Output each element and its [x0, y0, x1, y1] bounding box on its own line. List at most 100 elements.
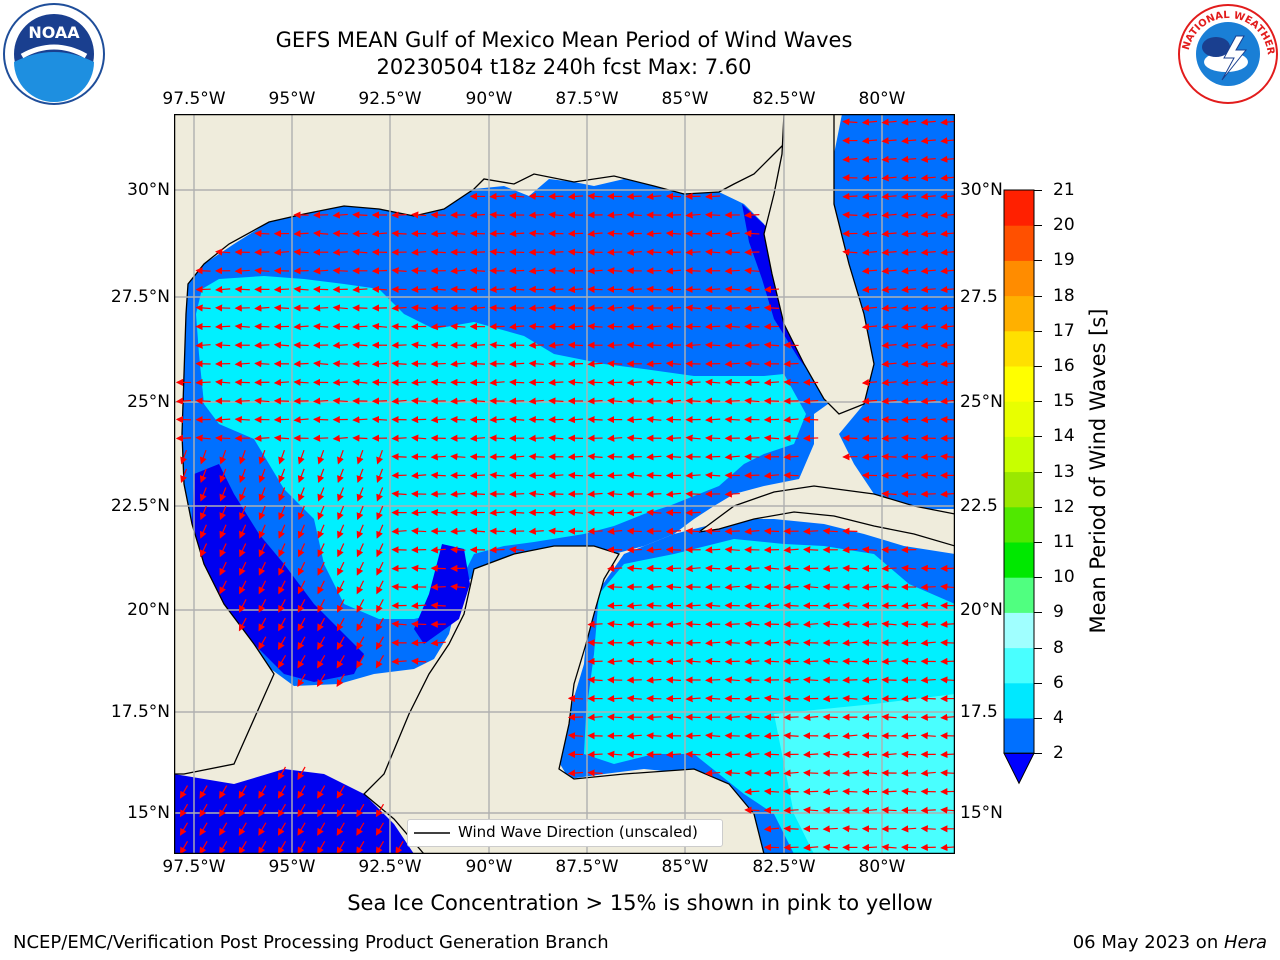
wind-wave-arrow	[175, 397, 192, 405]
wind-wave-arrow	[646, 546, 662, 554]
wind-wave-arrow	[278, 561, 286, 576]
wind-wave-arrow	[356, 487, 364, 502]
wind-wave-arrow	[215, 341, 231, 349]
wind-wave-arrow	[215, 378, 231, 386]
wind-wave-arrow	[763, 639, 780, 647]
wind-wave-arrow	[607, 750, 623, 758]
wind-wave-arrow	[861, 174, 878, 182]
wind-wave-arrow	[587, 285, 603, 293]
wind-wave-arrow	[317, 524, 325, 539]
wind-wave-arrow	[430, 248, 446, 256]
wind-wave-arrow	[489, 211, 505, 219]
wind-wave-arrow	[783, 713, 799, 721]
wind-wave-arrow	[705, 564, 721, 572]
wind-wave-arrow	[411, 639, 427, 647]
wind-wave-arrow	[763, 434, 780, 442]
wind-wave-arrow	[724, 546, 740, 554]
wind-wave-arrow	[430, 323, 446, 331]
wind-wave-arrow	[352, 341, 368, 349]
wind-wave-arrow	[685, 490, 701, 498]
wind-wave-arrow	[450, 583, 466, 591]
wind-wave-arrow	[293, 323, 309, 331]
wind-wave-arrow	[861, 137, 878, 145]
wind-wave-arrow	[685, 397, 701, 405]
wind-wave-arrow	[744, 527, 760, 535]
wind-wave-arrow	[685, 564, 701, 573]
colorbar-tick-label: 8	[1053, 637, 1064, 658]
wind-wave-arrow	[665, 750, 682, 759]
wind-wave-arrow	[744, 695, 760, 703]
wind-wave-arrow	[195, 341, 211, 349]
colorbar-tick-label: 6	[1053, 672, 1064, 693]
wind-wave-arrow	[861, 285, 878, 294]
colorbar-tick-label: 17	[1053, 320, 1075, 341]
wind-wave-arrow	[881, 155, 897, 163]
wind-wave-arrow	[744, 267, 760, 275]
wind-wave-arrow	[822, 620, 838, 628]
wind-wave-arrow	[254, 267, 270, 275]
wind-wave-arrow	[430, 583, 446, 591]
wind-wave-arrow	[861, 639, 878, 647]
wind-wave-arrow	[940, 174, 955, 182]
wind-wave-arrow	[607, 583, 623, 591]
wind-wave-arrow	[881, 192, 897, 201]
colorbar-tick-mark	[1034, 718, 1042, 719]
wind-wave-arrow	[239, 505, 247, 521]
wind-wave-arrow	[763, 341, 780, 349]
wind-wave-arrow	[489, 471, 505, 479]
wind-wave-arrow	[371, 378, 388, 386]
wind-wave-arrow	[179, 785, 189, 799]
wind-wave-arrow	[509, 490, 525, 498]
colorbar-segment	[1004, 718, 1034, 754]
colorbar-tick-mark	[1034, 366, 1042, 367]
wind-wave-arrow	[705, 192, 721, 201]
wind-wave-arrow	[646, 415, 662, 424]
wind-wave-arrow	[783, 416, 799, 424]
wind-wave-arrow	[842, 211, 858, 219]
wind-wave-arrow	[567, 508, 584, 517]
wind-wave-arrow	[258, 505, 266, 521]
wind-wave-arrow	[920, 769, 936, 777]
wind-wave-arrow	[277, 785, 287, 799]
wind-wave-arrow	[239, 487, 246, 502]
chart-subtitle: 20230504 t18z 240h fcst Max: 7.60	[376, 55, 752, 79]
wind-wave-arrow	[317, 841, 326, 854]
wind-wave-arrow	[352, 211, 368, 219]
wind-wave-arrow	[881, 397, 897, 405]
wind-wave-arrow	[219, 580, 227, 595]
wind-wave-arrow	[195, 267, 211, 275]
footer-date-text: 06 May 2023 on	[1072, 932, 1224, 953]
lat-label-left: 17.5°N	[110, 702, 170, 722]
wind-wave-arrow	[567, 323, 584, 331]
wind-wave-arrow	[567, 192, 584, 201]
wind-wave-arrow	[430, 453, 446, 461]
wind-wave-arrow	[665, 657, 682, 666]
wind-wave-arrow	[337, 599, 345, 613]
wind-wave-arrow	[744, 620, 760, 628]
lon-label-bottom: 82.5°W	[752, 857, 816, 877]
wind-wave-arrow	[920, 323, 936, 331]
colorbar-tick-label: 21	[1053, 180, 1075, 200]
wind-wave-arrow	[587, 490, 603, 498]
wind-wave-arrow	[254, 229, 270, 238]
wind-wave-arrow	[861, 843, 878, 852]
legend-line-icon	[414, 832, 450, 834]
wind-wave-arrow	[278, 487, 286, 502]
lon-label-top: 97.5°W	[162, 89, 226, 109]
wind-wave-arrow	[258, 487, 266, 502]
lon-label-top: 92.5°W	[358, 89, 422, 109]
wind-wave-arrow	[744, 360, 760, 368]
wind-wave-arrow	[744, 583, 760, 591]
wind-wave-arrow	[317, 655, 326, 669]
wind-wave-arrow	[881, 137, 897, 145]
wind-wave-arrow	[920, 416, 936, 424]
wind-wave-arrow	[234, 267, 250, 275]
wind-wave-arrow	[317, 450, 325, 465]
wind-wave-arrow	[332, 397, 348, 405]
colorbar-tick-mark	[1034, 577, 1042, 579]
wind-wave-arrow	[646, 360, 662, 368]
wind-wave-arrow	[238, 841, 247, 854]
wind-wave-arrow	[356, 599, 365, 613]
wind-wave-arrow	[391, 527, 407, 535]
wind-wave-arrow	[297, 617, 306, 632]
